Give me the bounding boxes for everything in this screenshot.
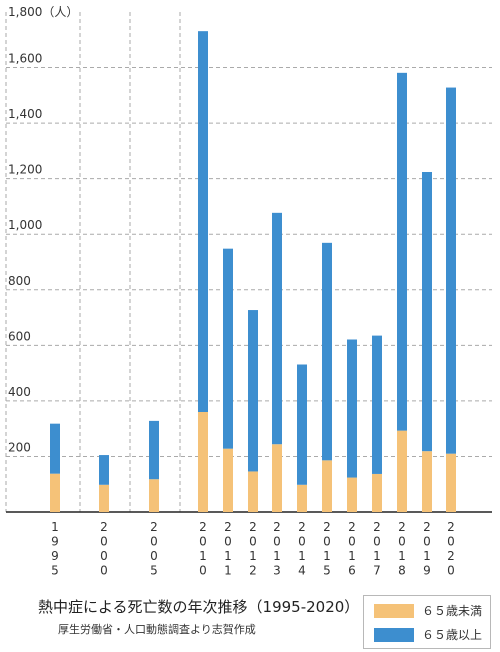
bar-under65-2012 [248,471,258,512]
bar-under65-1995 [50,473,60,512]
y-tick-label: 1,000 [8,218,42,232]
y-axis-unit-label: 1,800（人） [8,5,78,19]
bar-over65-2010 [198,31,208,413]
chart-caption-title: 熱中症による死亡数の年次推移（1995-2020） [38,598,360,616]
bar-over65-2019 [422,172,432,452]
bar-over65-2000 [99,455,109,485]
y-tick-label: 400 [8,385,31,399]
bar-over65-2014 [297,364,307,485]
legend-swatch-under65 [374,603,414,618]
y-tick-label: 1,600 [8,52,42,66]
bar-over65-2012 [248,310,258,472]
bar-under65-2016 [347,477,357,512]
bar-over65-2013 [272,212,282,445]
bar-under65-2018 [397,430,407,512]
bar-under65-2017 [372,473,382,512]
bar-chart: 200 400 600 800 1,000 1,200 1,400 1,600 1,800（人）… [5,5,492,578]
y-tick-label: 1,200 [8,163,42,177]
bar-under65-2019 [422,451,432,512]
bar-over65-2018 [397,72,407,431]
bar-over65-2005 [149,420,159,480]
bar-under65-2013 [272,444,282,512]
legend: ６５歳未満 ６５歳以上 [363,595,491,649]
bar-over65-2016 [347,339,357,478]
y-tick-label: 200 [8,440,31,454]
legend-item-under65: ６５歳未満 [374,602,482,619]
bar-under65-2015 [322,460,332,512]
legend-label-over65: ６５歳以上 [422,628,483,642]
bar-over65-1995 [50,423,60,474]
bar-over65-2020 [446,87,456,454]
bar-under65-2020 [446,453,456,512]
bar-under65-2011 [223,448,233,512]
bar-over65-2017 [372,335,382,474]
bar-over65-2015 [322,242,332,461]
y-tick-label: 1,400 [8,107,42,121]
bars-layer [50,31,456,512]
chart-caption-source: 厚生労働省・人口動態調査より志賀作成 [58,623,256,636]
labels-layer: 200 400 600 800 1,000 1,200 1,400 1,600 1,800（人）… [8,5,455,578]
legend-swatch-over65 [374,627,414,642]
bar-under65-2005 [149,479,159,512]
y-tick-label: 600 [8,329,31,343]
legend-label-under65: ６５歳未満 [422,604,483,618]
bar-over65-2011 [223,248,233,449]
legend-item-over65: ６５歳以上 [374,626,482,643]
bar-under65-2014 [297,484,307,512]
bar-under65-2000 [99,484,109,512]
y-tick-label: 800 [8,274,31,288]
bar-under65-2010 [198,412,208,512]
